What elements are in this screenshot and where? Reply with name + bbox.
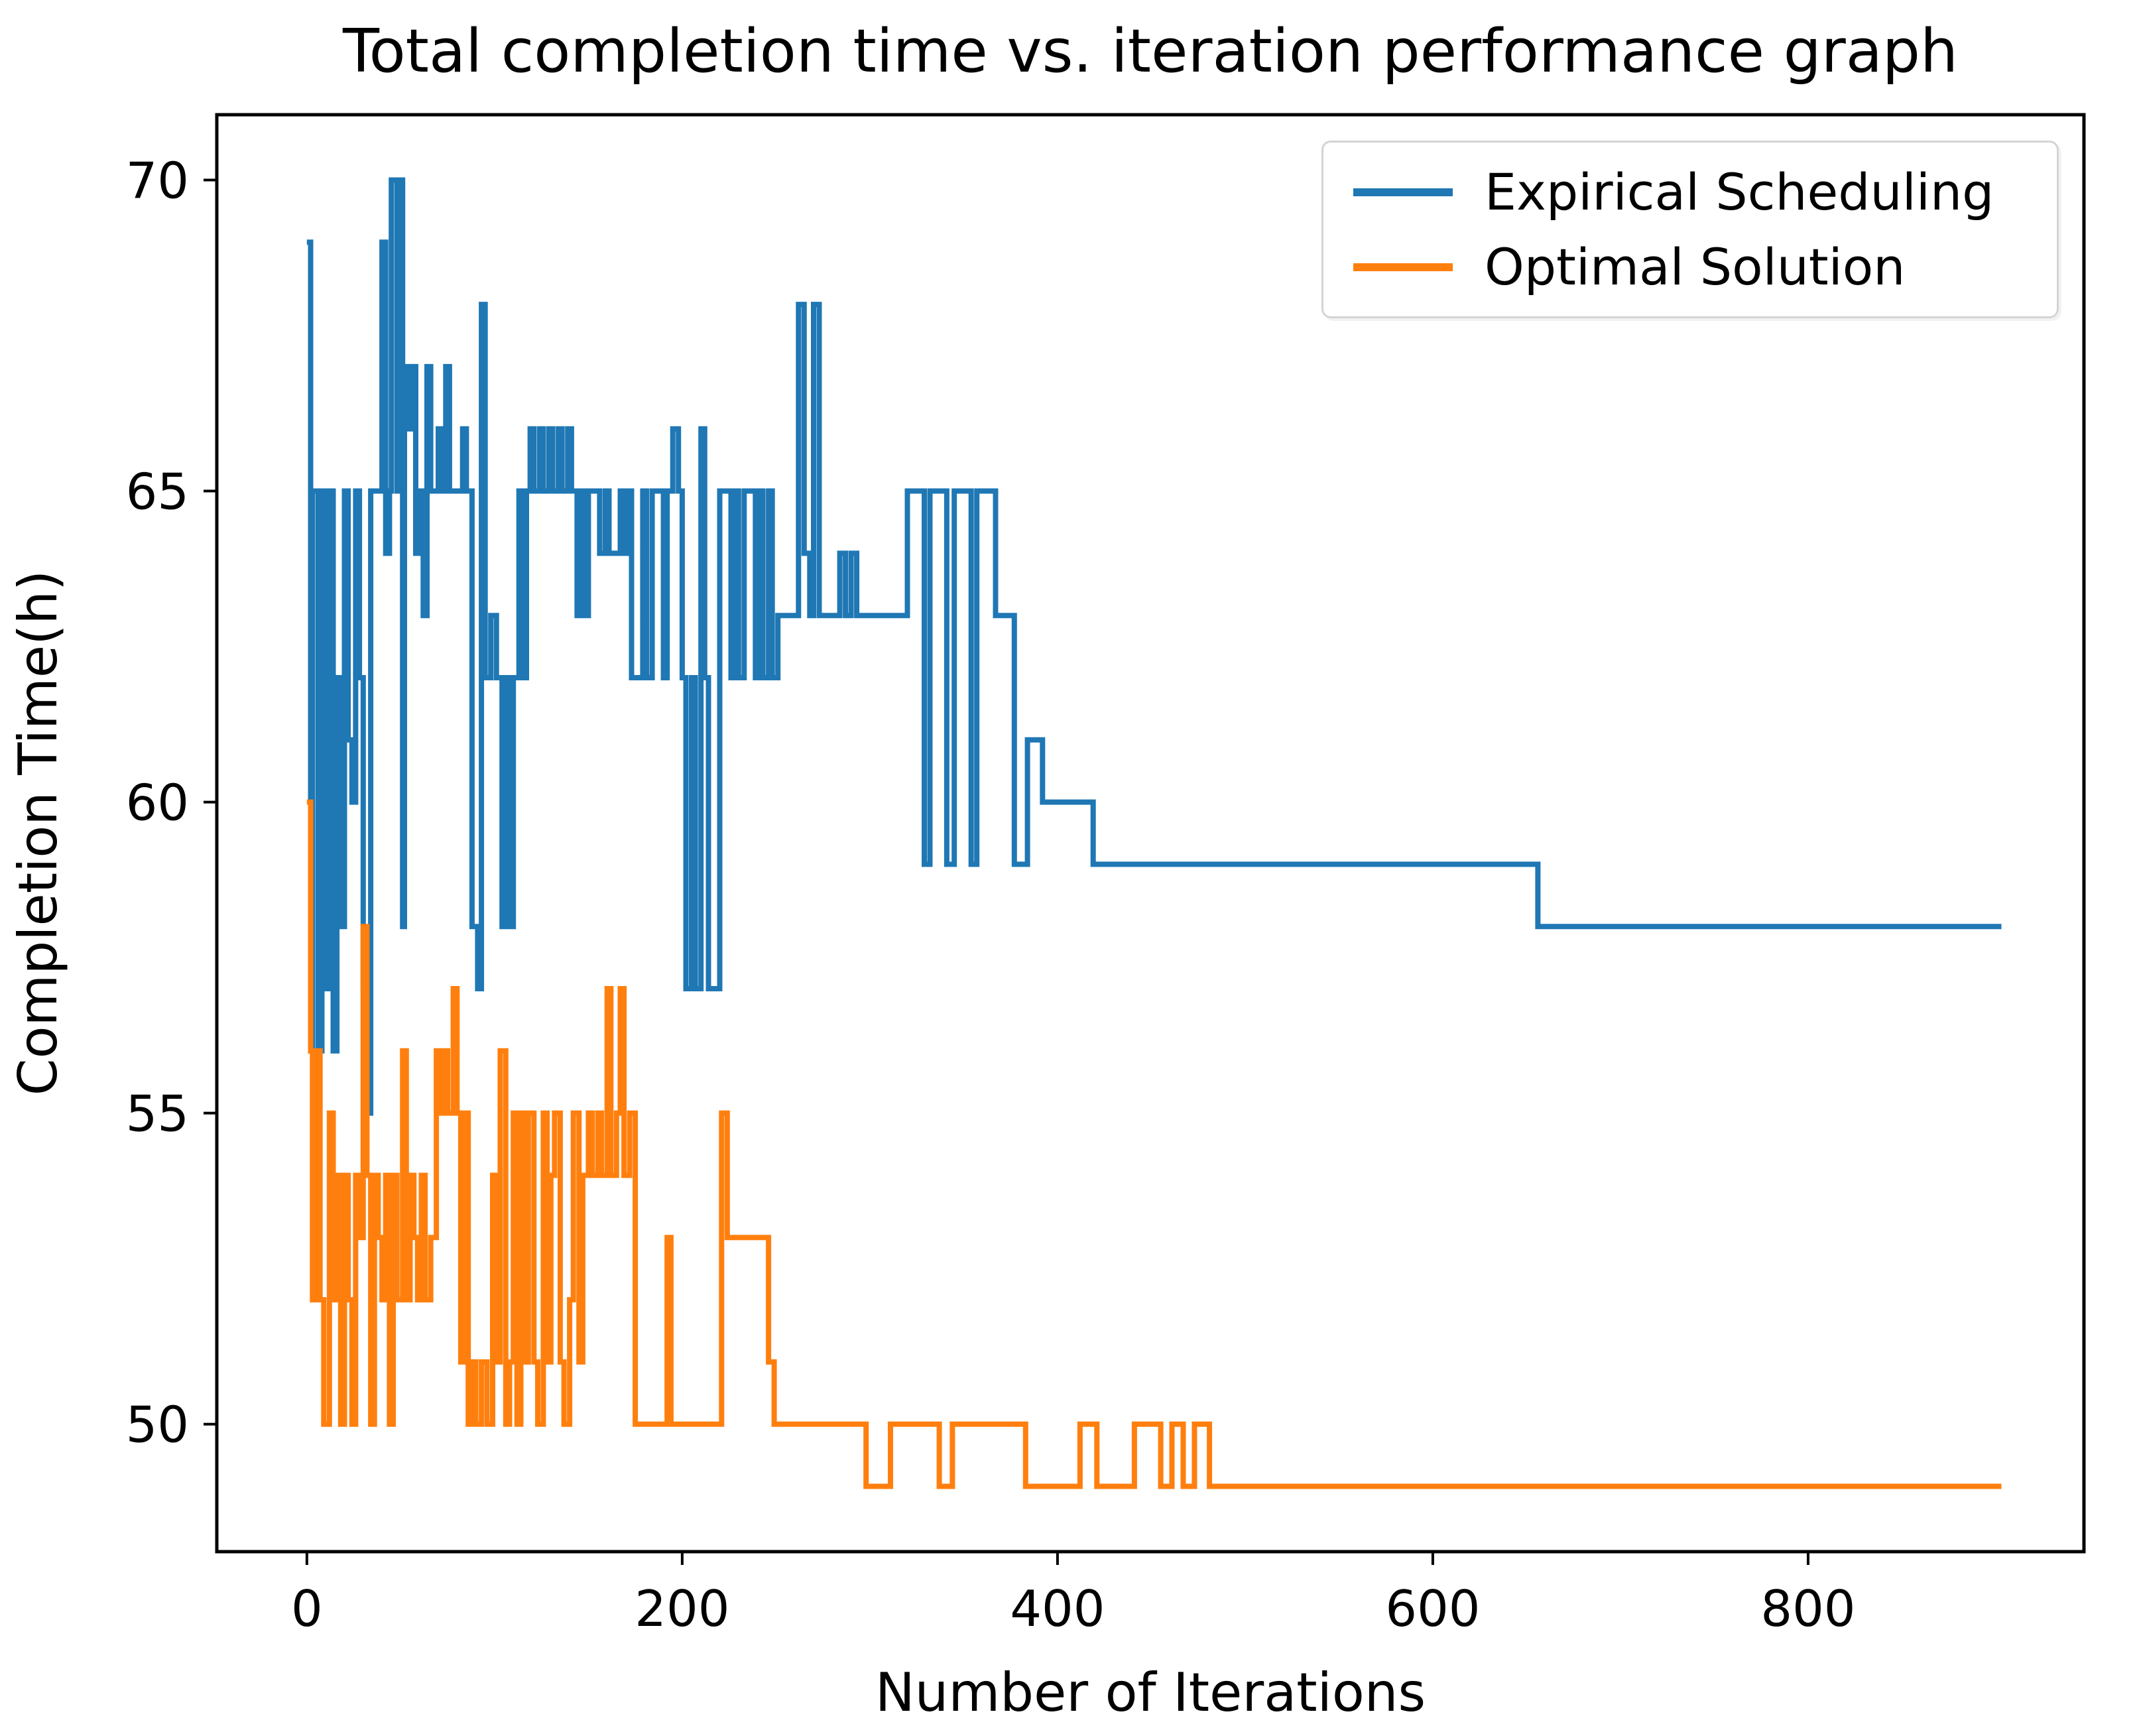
x-tick-label: 800 xyxy=(1760,1580,1855,1638)
legend-label: Expirical Scheduling xyxy=(1485,162,1994,221)
legend-label: Optimal Solution xyxy=(1485,237,1906,296)
legend-line-sample-blue xyxy=(1353,188,1453,196)
y-tick-label: 70 xyxy=(126,152,189,210)
x-tick-label: 400 xyxy=(1010,1580,1105,1638)
series-line xyxy=(306,799,2002,1489)
x-tick-label: 600 xyxy=(1385,1580,1480,1638)
series-line xyxy=(306,177,2002,1116)
y-axis-ticks: 50 55 60 65 70 xyxy=(126,152,217,1454)
chart-title: Total completion time vs. iteration perf… xyxy=(342,17,1958,86)
y-tick-label: 60 xyxy=(126,774,189,832)
x-axis-label: Number of Iterations xyxy=(875,1662,1426,1723)
legend-entry-optimal: Optimal Solution xyxy=(1323,237,2057,296)
series-lines xyxy=(306,177,2002,1489)
legend-line-sample-orange xyxy=(1353,263,1453,271)
y-axis-label: Completion Time(h) xyxy=(7,570,69,1096)
legend-entry-empirical: Expirical Scheduling xyxy=(1323,162,2057,221)
y-tick-label: 55 xyxy=(126,1085,189,1143)
y-tick-label: 50 xyxy=(126,1396,189,1454)
legend: Expirical Scheduling Optimal Solution xyxy=(1321,141,2059,318)
x-tick-label: 0 xyxy=(291,1580,323,1638)
x-axis-ticks: 0 200 400 600 800 xyxy=(291,1552,1856,1638)
y-tick-label: 65 xyxy=(126,463,189,521)
x-tick-label: 200 xyxy=(635,1580,729,1638)
